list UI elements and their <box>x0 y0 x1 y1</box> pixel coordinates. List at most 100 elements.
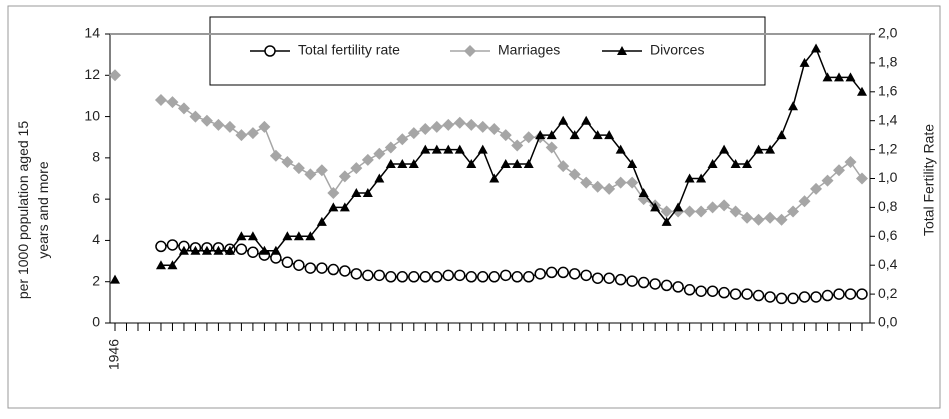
point <box>281 155 294 168</box>
point <box>396 271 409 283</box>
y-axis-label-line: years and more <box>35 161 51 258</box>
point <box>166 239 179 251</box>
point <box>523 159 534 169</box>
point <box>213 245 224 255</box>
y2-tick-label: 0,8 <box>878 198 898 214</box>
point <box>614 273 627 286</box>
point <box>821 174 834 187</box>
point <box>833 288 845 300</box>
point <box>293 231 304 241</box>
series-line <box>160 99 863 221</box>
point <box>569 130 580 140</box>
point <box>408 159 419 169</box>
point <box>592 130 603 140</box>
point <box>499 129 512 142</box>
point <box>683 284 696 296</box>
point <box>270 245 281 255</box>
point <box>453 116 466 129</box>
point <box>454 144 465 154</box>
legend-label: Marriages <box>498 42 560 58</box>
point <box>316 216 327 226</box>
point <box>753 144 764 154</box>
point <box>580 269 592 282</box>
point <box>821 289 834 302</box>
point <box>707 159 718 169</box>
y-tick-label: 12 <box>84 66 100 82</box>
point <box>649 278 661 290</box>
point <box>465 118 478 131</box>
point <box>695 285 707 297</box>
point <box>454 269 466 282</box>
point <box>546 130 557 140</box>
point <box>328 202 339 212</box>
point <box>604 130 615 140</box>
point <box>775 213 788 226</box>
point <box>741 211 754 224</box>
point <box>614 176 627 189</box>
point <box>223 120 236 133</box>
point <box>247 231 258 241</box>
point <box>304 262 317 274</box>
point <box>545 266 558 279</box>
point <box>591 272 604 284</box>
point <box>109 69 121 82</box>
point <box>719 144 730 154</box>
point <box>362 269 374 282</box>
point <box>477 271 489 283</box>
point <box>788 101 799 111</box>
point <box>718 286 730 299</box>
x-tick-label: 1946 <box>106 339 122 370</box>
point <box>637 276 650 289</box>
point <box>351 187 362 197</box>
legend-marker <box>617 46 627 55</box>
point <box>178 245 189 255</box>
y2-tick-label: 0,4 <box>878 256 898 272</box>
point <box>466 159 477 169</box>
point <box>154 94 167 107</box>
point <box>660 205 673 218</box>
y2-tick-label: 1,2 <box>878 140 898 156</box>
point <box>511 139 524 152</box>
point <box>798 195 811 208</box>
legend-label: Total fertility rate <box>298 42 400 58</box>
point <box>247 246 259 258</box>
point <box>385 271 397 283</box>
point <box>706 285 719 297</box>
point <box>477 144 488 154</box>
point <box>764 291 776 303</box>
point <box>638 187 649 197</box>
point <box>110 274 120 284</box>
point <box>696 173 707 183</box>
point <box>373 269 386 282</box>
point <box>465 271 478 283</box>
point <box>581 115 592 125</box>
y2-tick-label: 0,6 <box>878 227 898 243</box>
point <box>269 149 282 162</box>
point <box>281 256 294 269</box>
point <box>419 122 432 135</box>
point <box>259 245 270 255</box>
point <box>787 292 799 305</box>
point <box>362 187 373 197</box>
y-tick-label: 4 <box>92 231 100 247</box>
legend-label: Divorces <box>650 42 704 58</box>
point <box>511 271 523 283</box>
point <box>442 118 455 131</box>
point <box>650 202 661 212</box>
point <box>580 176 593 189</box>
point <box>292 162 305 175</box>
point <box>338 170 351 183</box>
y-tick-label: 2 <box>92 272 100 288</box>
point <box>810 182 823 195</box>
point <box>488 271 500 283</box>
y2-tick-label: 1,8 <box>878 54 898 70</box>
point <box>224 245 235 255</box>
point <box>431 271 443 283</box>
point <box>626 176 639 189</box>
point <box>476 120 489 133</box>
point <box>282 231 293 241</box>
point <box>200 114 213 127</box>
point <box>833 164 846 177</box>
y2-tick-label: 1,6 <box>878 83 898 99</box>
